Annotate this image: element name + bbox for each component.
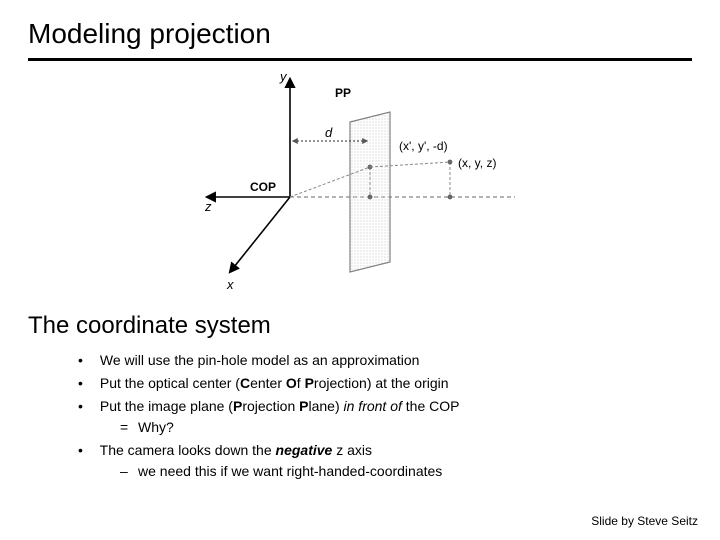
y-axis-label: y (279, 69, 288, 84)
x-axis-label: x (226, 277, 234, 292)
cop-label: COP (250, 180, 276, 194)
z-axis-label: z (204, 199, 212, 214)
d-label: d (325, 125, 333, 140)
bullet-list: We will use the pin-hole model as an app… (0, 350, 720, 482)
credit-line: Slide by Steve Seitz (591, 514, 698, 528)
world-point-label: (x, y, z) (458, 156, 496, 170)
bullet-1: We will use the pin-hole model as an app… (78, 350, 720, 371)
bullet-4: The camera looks down the negative z axi… (78, 440, 720, 482)
bullet-3-why: Why? (120, 417, 720, 438)
bullet-2: Put the optical center (Center Of Projec… (78, 373, 720, 394)
bullet-3: Put the image plane (Projection Plane) i… (78, 396, 720, 438)
section-subtitle: The coordinate system (0, 306, 720, 350)
projection-diagram: y z x COP PP d (x, y, z) (x', y', -d) (195, 67, 525, 302)
proj-point-label: (x', y', -d) (399, 139, 448, 153)
diagram-container: y z x COP PP d (x, y, z) (x', y', -d) (0, 61, 720, 306)
slide-title: Modeling projection (0, 0, 720, 58)
bullet-4-sub: we need this if we want right-handed-coo… (120, 461, 720, 482)
pp-label: PP (335, 86, 351, 100)
